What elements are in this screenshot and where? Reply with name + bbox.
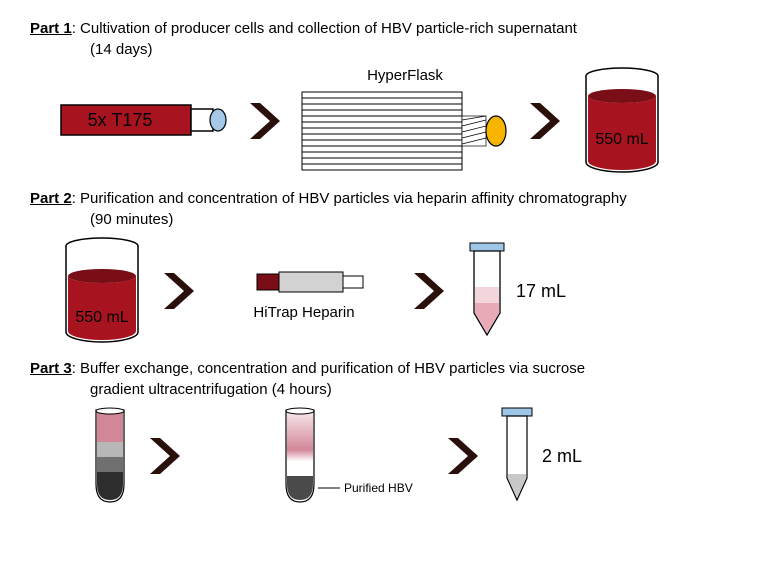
sucrose1-svg — [90, 406, 130, 506]
hyperflask-svg — [300, 86, 510, 176]
sucrose2-svg — [278, 406, 322, 506]
arrow-icon — [162, 269, 196, 313]
beaker2-svg: 550 mL — [60, 236, 144, 346]
part3-row: Purified HBV 2 mL — [90, 406, 742, 506]
sucrose-tube-2: Purified HBV — [278, 406, 428, 506]
sucrose-tube-1 — [90, 406, 130, 506]
part3-header: Part 3: Buffer exchange, concentration a… — [30, 360, 742, 377]
beaker-550-2: 550 mL — [60, 236, 144, 346]
arrow-icon — [248, 99, 282, 143]
beaker-label: 550 mL — [595, 131, 648, 148]
tube17-svg — [464, 241, 510, 341]
t175-label: 5x T175 — [88, 110, 153, 130]
part2-title: : Purification and concentration of HBV … — [72, 190, 627, 207]
arrow-icon — [446, 434, 480, 478]
tube17-label: 17 mL — [516, 281, 566, 302]
part3-title: : Buffer exchange, concentration and pur… — [72, 360, 585, 377]
hyperflask: HyperFlask — [300, 67, 510, 176]
tube2-label: 2 mL — [542, 446, 582, 467]
part1-title: : Cultivation of producer cells and coll… — [72, 20, 577, 37]
hitrap-label: HiTrap Heparin — [253, 304, 354, 321]
tube-2ml: 2 mL — [498, 406, 582, 506]
beaker-svg: 550 mL — [580, 66, 664, 176]
part3-prefix: Part 3 — [30, 360, 72, 377]
part2-row: 550 mL HiTrap Heparin 17 mL — [60, 236, 742, 346]
purified-label: Purified HBV — [344, 481, 413, 495]
t175-flask-svg: 5x T175 — [60, 99, 230, 143]
part2-duration: (90 minutes) — [90, 211, 742, 228]
part2-header: Part 2: Purification and concentration o… — [30, 190, 742, 207]
hyperflask-label: HyperFlask — [367, 67, 443, 84]
purified-callout: Purified HBV — [318, 406, 428, 506]
part3-line2: gradient ultracentrifugation (4 hours) — [90, 381, 742, 398]
part1-header: Part 1: Cultivation of producer cells an… — [30, 20, 742, 37]
tube2-svg — [498, 406, 536, 506]
beaker2-label: 550 mL — [75, 309, 128, 326]
part2-prefix: Part 2 — [30, 190, 72, 207]
tube-17: 17 mL — [464, 241, 566, 341]
beaker-550: 550 mL — [580, 66, 664, 176]
part1-row: 5x T175 HyperFlask — [60, 66, 742, 176]
part1-duration: (14 days) — [90, 41, 742, 58]
hitrap-svg — [239, 262, 369, 302]
arrow-icon — [412, 269, 446, 313]
part1-prefix: Part 1 — [30, 20, 72, 37]
arrow-icon — [148, 434, 182, 478]
arrow-icon — [528, 99, 562, 143]
t175-flask: 5x T175 — [60, 99, 230, 143]
hitrap-column: HiTrap Heparin — [214, 262, 394, 321]
